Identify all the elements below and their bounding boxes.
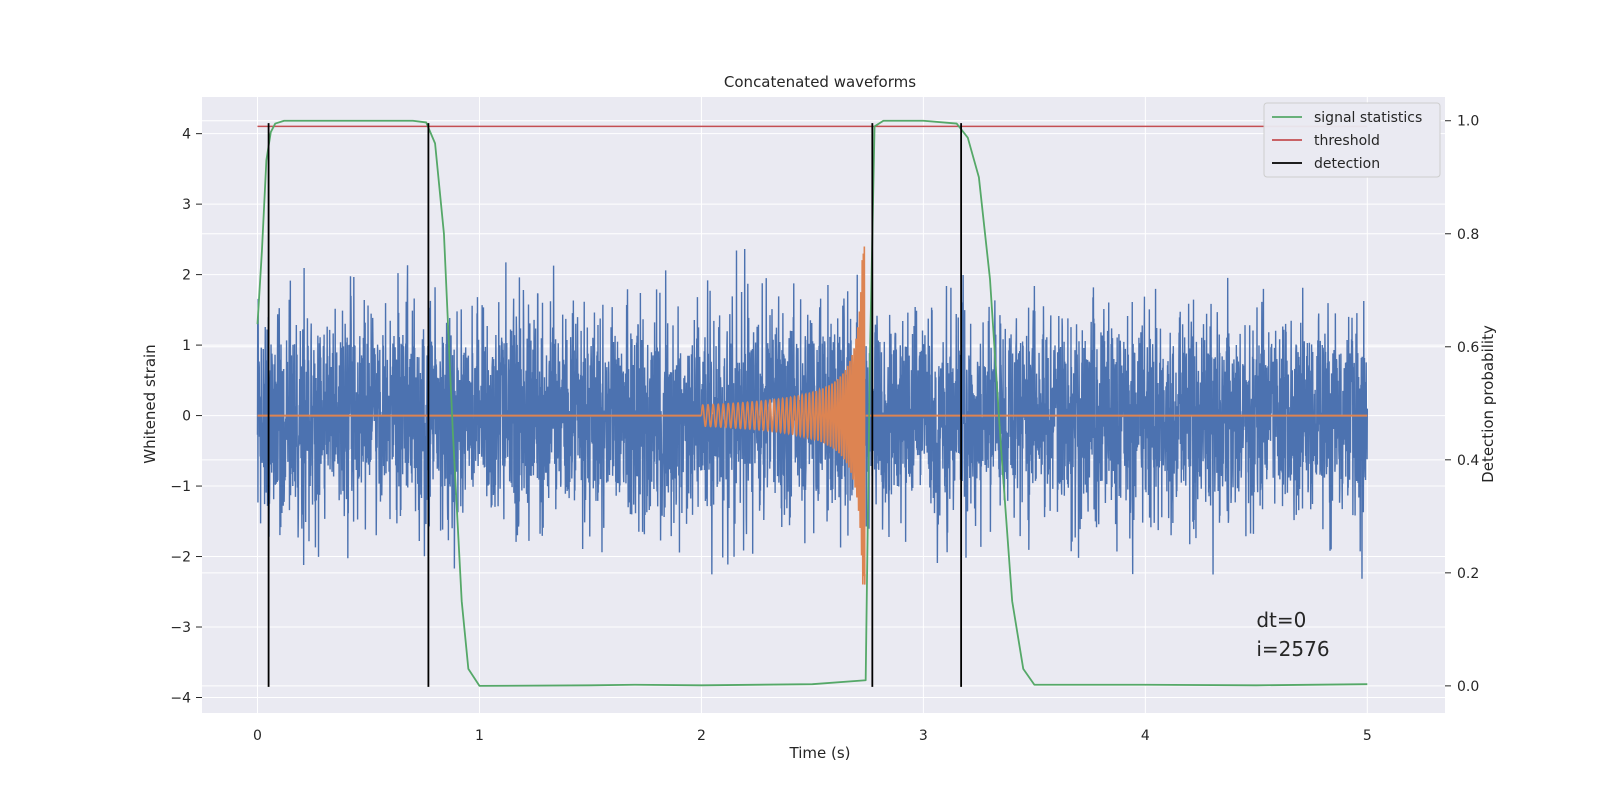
y-axis-right-ticks: 0.0 0.2 0.4 0.6 0.8 1.0	[1445, 114, 1479, 695]
y-right-tick-label: 0.2	[1457, 566, 1479, 582]
detection-series	[267, 123, 963, 687]
y-tick-label: 0	[182, 409, 191, 425]
y-right-tick-label: 0.6	[1457, 340, 1479, 356]
y-tick-label: 2	[182, 268, 191, 284]
injection-series	[257, 246, 1368, 585]
legend-label: threshold	[1314, 133, 1380, 149]
y-tick-label: 3	[182, 197, 191, 213]
annotation-text: i=2576	[1256, 637, 1329, 661]
injection-chirp	[700, 246, 866, 585]
legend-label: detection	[1314, 156, 1380, 172]
legend: signal statistics threshold detection	[1263, 102, 1441, 178]
y-axis-right-label: Detection probability	[1479, 325, 1497, 483]
x-tick-label: 5	[1363, 728, 1372, 744]
annotation-text: dt=0	[1256, 608, 1306, 632]
chart-title: Concatenated waveforms	[724, 73, 916, 91]
y-tick-label: −3	[170, 620, 191, 636]
noise-series	[256, 248, 1369, 579]
y-right-tick-label: 1.0	[1457, 114, 1479, 130]
y-tick-label: 1	[182, 338, 191, 354]
signal-statistics-series	[256, 119, 1368, 687]
legend-label: signal statistics	[1314, 110, 1422, 126]
y-tick-label: −4	[170, 690, 191, 706]
x-tick-label: 3	[919, 728, 928, 744]
x-tick-label: 4	[1141, 728, 1150, 744]
y-tick-label: −2	[170, 550, 191, 566]
y-tick-label: 4	[182, 127, 191, 143]
noise-line	[256, 248, 1369, 579]
signal-statistics-line	[256, 119, 1368, 687]
annotation: dt=0 i=2576	[1256, 608, 1329, 661]
y-axis-label: Whitened strain	[141, 344, 159, 463]
x-axis-label: Time (s)	[789, 744, 851, 762]
y-right-tick-label: 0.4	[1457, 453, 1479, 469]
x-axis-ticks: 0 1 2 3 4 5	[253, 728, 1372, 744]
x-tick-label: 0	[253, 728, 262, 744]
x-tick-label: 1	[475, 728, 484, 744]
y-right-tick-label: 0.8	[1457, 227, 1479, 243]
y-right-tick-label: 0.0	[1457, 679, 1479, 695]
y-tick-label: −1	[170, 479, 191, 495]
y-axis-ticks: −4 −3 −2 −1 0 1 2 3 4	[170, 127, 202, 706]
x-tick-label: 2	[697, 728, 706, 744]
legend-box	[1263, 102, 1441, 178]
